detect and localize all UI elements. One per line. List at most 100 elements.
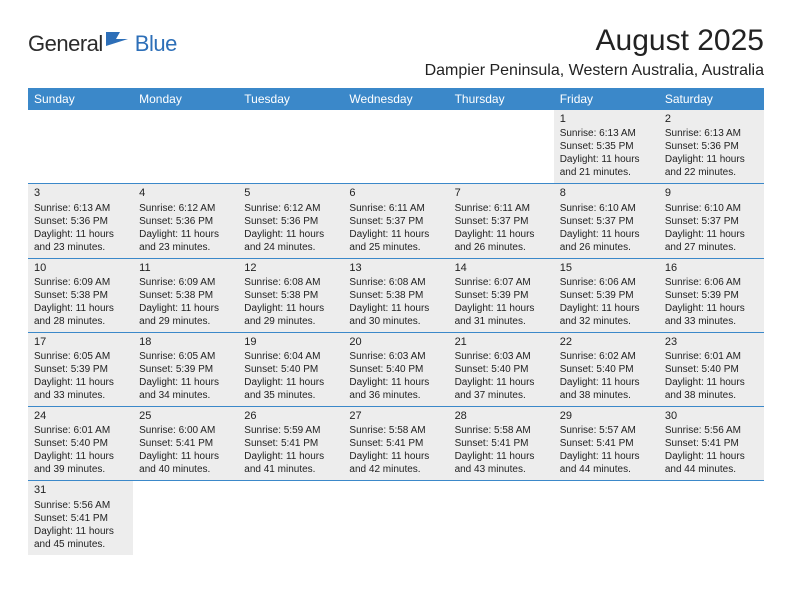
calendar-cell: 5Sunrise: 6:12 AMSunset: 5:36 PMDaylight… — [238, 184, 343, 258]
calendar-table: Sunday Monday Tuesday Wednesday Thursday… — [28, 88, 764, 555]
day-number: 11 — [139, 261, 232, 275]
logo-text-general: General — [28, 31, 103, 57]
sun-data: Sunrise: 6:12 AMSunset: 5:36 PMDaylight:… — [139, 202, 232, 254]
calendar-cell — [554, 481, 659, 555]
flag-icon — [106, 30, 132, 51]
calendar-cell: 3Sunrise: 6:13 AMSunset: 5:36 PMDaylight… — [28, 184, 133, 258]
day-number: 13 — [349, 261, 442, 275]
sun-data: Sunrise: 6:11 AMSunset: 5:37 PMDaylight:… — [349, 202, 442, 254]
day-number: 8 — [560, 186, 653, 200]
sun-data: Sunrise: 6:06 AMSunset: 5:39 PMDaylight:… — [560, 276, 653, 328]
calendar-cell: 12Sunrise: 6:08 AMSunset: 5:38 PMDayligh… — [238, 258, 343, 332]
day-header: Wednesday — [343, 88, 448, 110]
sun-data: Sunrise: 6:05 AMSunset: 5:39 PMDaylight:… — [139, 350, 232, 402]
sun-data: Sunrise: 6:00 AMSunset: 5:41 PMDaylight:… — [139, 424, 232, 476]
calendar-cell: 20Sunrise: 6:03 AMSunset: 5:40 PMDayligh… — [343, 332, 448, 406]
day-number: 22 — [560, 335, 653, 349]
day-number: 27 — [349, 409, 442, 423]
sun-data: Sunrise: 5:56 AMSunset: 5:41 PMDaylight:… — [665, 424, 758, 476]
calendar-row: 1Sunrise: 6:13 AMSunset: 5:35 PMDaylight… — [28, 110, 764, 184]
day-number: 23 — [665, 335, 758, 349]
calendar-cell — [133, 481, 238, 555]
calendar-cell: 6 Sunrise: 6:11 AMSunset: 5:37 PMDaylight… — [343, 184, 448, 258]
day-number: 20 — [349, 335, 442, 349]
sun-data: Sunrise: 6:10 AMSunset: 5:37 PMDaylight:… — [665, 202, 758, 254]
calendar-cell: 15Sunrise: 6:06 AMSunset: 5:39 PMDayligh… — [554, 258, 659, 332]
day-header: Saturday — [659, 88, 764, 110]
sun-data: Sunrise: 6:06 AMSunset: 5:39 PMDaylight:… — [665, 276, 758, 328]
calendar-cell: 25Sunrise: 6:00 AMSunset: 5:41 PMDayligh… — [133, 407, 238, 481]
calendar-cell: 2Sunrise: 6:13 AMSunset: 5:36 PMDaylight… — [659, 110, 764, 184]
calendar-cell: 4Sunrise: 6:12 AMSunset: 5:36 PMDaylight… — [133, 184, 238, 258]
day-header: Tuesday — [238, 88, 343, 110]
sun-data: Sunrise: 6:01 AMSunset: 5:40 PMDaylight:… — [665, 350, 758, 402]
sun-data: Sunrise: 5:59 AMSunset: 5:41 PMDaylight:… — [244, 424, 337, 476]
day-number: 14 — [455, 261, 548, 275]
sun-data: Sunrise: 6:04 AMSunset: 5:40 PMDaylight:… — [244, 350, 337, 402]
sun-data: Sunrise: 5:58 AMSunset: 5:41 PMDaylight:… — [455, 424, 548, 476]
title-block: August 2025 Dampier Peninsula, Western A… — [425, 24, 764, 80]
day-number: 9 — [665, 186, 758, 200]
calendar-cell: 26Sunrise: 5:59 AMSunset: 5:41 PMDayligh… — [238, 407, 343, 481]
calendar-cell: 23Sunrise: 6:01 AMSunset: 5:40 PMDayligh… — [659, 332, 764, 406]
day-header-row: Sunday Monday Tuesday Wednesday Thursday… — [28, 88, 764, 110]
calendar-cell: 24Sunrise: 6:01 AMSunset: 5:40 PMDayligh… — [28, 407, 133, 481]
calendar-cell: 11Sunrise: 6:09 AMSunset: 5:38 PMDayligh… — [133, 258, 238, 332]
calendar-cell: 17Sunrise: 6:05 AMSunset: 5:39 PMDayligh… — [28, 332, 133, 406]
sun-data: Sunrise: 5:57 AMSunset: 5:41 PMDaylight:… — [560, 424, 653, 476]
logo: General Blue — [28, 30, 177, 57]
day-number: 6 — [349, 186, 442, 200]
calendar-cell: 19Sunrise: 6:04 AMSunset: 5:40 PMDayligh… — [238, 332, 343, 406]
day-number: 5 — [244, 186, 337, 200]
calendar-row: 10Sunrise: 6:09 AMSunset: 5:38 PMDayligh… — [28, 258, 764, 332]
calendar-cell — [449, 481, 554, 555]
sun-data: Sunrise: 6:09 AMSunset: 5:38 PMDaylight:… — [34, 276, 127, 328]
sun-data: Sunrise: 6:01 AMSunset: 5:40 PMDaylight:… — [34, 424, 127, 476]
day-number: 30 — [665, 409, 758, 423]
sun-data: Sunrise: 6:08 AMSunset: 5:38 PMDaylight:… — [349, 276, 442, 328]
calendar-cell: 9 Sunrise: 6:10 AMSunset: 5:37 PMDaylight… — [659, 184, 764, 258]
calendar-body: 1Sunrise: 6:13 AMSunset: 5:35 PMDaylight… — [28, 110, 764, 555]
day-number: 21 — [455, 335, 548, 349]
calendar-row: 3Sunrise: 6:13 AMSunset: 5:36 PMDaylight… — [28, 184, 764, 258]
calendar-cell — [133, 110, 238, 184]
sun-data: Sunrise: 6:13 AMSunset: 5:36 PMDaylight:… — [34, 202, 127, 254]
day-header: Thursday — [449, 88, 554, 110]
day-number: 17 — [34, 335, 127, 349]
sun-data: Sunrise: 6:10 AMSunset: 5:37 PMDaylight:… — [560, 202, 653, 254]
calendar-row: 17 Sunrise: 6:05 AMSunset: 5:39 PMDayligh… — [28, 332, 764, 406]
day-number: 19 — [244, 335, 337, 349]
calendar-cell: 16Sunrise: 6:06 AMSunset: 5:39 PMDayligh… — [659, 258, 764, 332]
day-number: 15 — [560, 261, 653, 275]
calendar-cell: 31Sunrise: 5:56 AMSunset: 5:41 PMDayligh… — [28, 481, 133, 555]
sun-data: Sunrise: 6:11 AMSunset: 5:37 PMDaylight:… — [455, 202, 548, 254]
calendar-cell: 13Sunrise: 6:08 AMSunset: 5:38 PMDayligh… — [343, 258, 448, 332]
header-row: General Blue August 2025 Dampier Peninsu… — [28, 24, 764, 80]
day-number: 1 — [560, 112, 653, 126]
day-number: 18 — [139, 335, 232, 349]
sun-data: Sunrise: 6:08 AMSunset: 5:38 PMDaylight:… — [244, 276, 337, 328]
month-title: August 2025 — [425, 24, 764, 58]
calendar-cell: 18Sunrise: 6:05 AMSunset: 5:39 PMDayligh… — [133, 332, 238, 406]
day-header: Sunday — [28, 88, 133, 110]
sun-data: Sunrise: 5:58 AMSunset: 5:41 PMDaylight:… — [349, 424, 442, 476]
calendar-cell: 27Sunrise: 5:58 AMSunset: 5:41 PMDayligh… — [343, 407, 448, 481]
day-number: 7 — [455, 186, 548, 200]
calendar-cell: 28Sunrise: 5:58 AMSunset: 5:41 PMDayligh… — [449, 407, 554, 481]
calendar-cell: 10Sunrise: 6:09 AMSunset: 5:38 PMDayligh… — [28, 258, 133, 332]
calendar-cell: 7 Sunrise: 6:11 AMSunset: 5:37 PMDaylight… — [449, 184, 554, 258]
day-number: 10 — [34, 261, 127, 275]
day-number: 31 — [34, 483, 127, 497]
calendar-cell — [28, 110, 133, 184]
calendar-cell: 21Sunrise: 6:03 AMSunset: 5:40 PMDayligh… — [449, 332, 554, 406]
calendar-cell: 29Sunrise: 5:57 AMSunset: 5:41 PMDayligh… — [554, 407, 659, 481]
day-header: Monday — [133, 88, 238, 110]
calendar-row: 31Sunrise: 5:56 AMSunset: 5:41 PMDayligh… — [28, 481, 764, 555]
day-number: 16 — [665, 261, 758, 275]
calendar-cell — [238, 481, 343, 555]
calendar-cell — [659, 481, 764, 555]
calendar-cell — [343, 110, 448, 184]
calendar-cell: 30Sunrise: 5:56 AMSunset: 5:41 PMDayligh… — [659, 407, 764, 481]
calendar-cell: 1Sunrise: 6:13 AMSunset: 5:35 PMDaylight… — [554, 110, 659, 184]
calendar-cell — [343, 481, 448, 555]
